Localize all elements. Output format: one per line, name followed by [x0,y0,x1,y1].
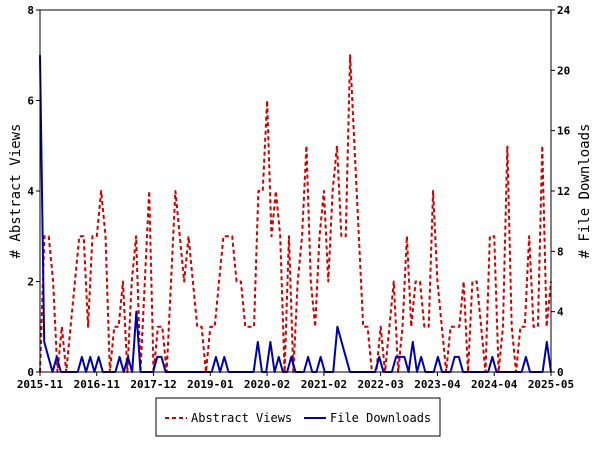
legend-box [155,397,441,437]
y-right-tick-label: 16 [557,125,571,138]
series-line-abstract-views [39,54,552,373]
y-left-axis-title: # Abstract Views [8,124,24,259]
y-right-tick-label: 24 [557,4,571,17]
x-tick-label: 2020-02 [244,378,290,391]
x-tick-label: 2015-11 [17,378,64,391]
legend-label-file-downloads: File Downloads [330,411,431,425]
x-tick-label: 2017-12 [130,378,176,391]
legend-label-abstract-views: Abstract Views [191,411,292,425]
y-left-tick-label: 0 [27,366,34,379]
y-left-tick-label: 8 [27,4,34,17]
x-tick-label: 2021-02 [301,378,347,391]
y-right-tick-label: 4 [557,306,564,319]
y-left-tick-label: 4 [27,185,34,198]
x-tick-label: 2019-01 [187,378,234,391]
x-axis: 2015-11 2016-11 2017-12 2019-01 2020-02 2021-… [17,372,574,391]
left-axis: 0 2 4 6 8 [27,4,40,379]
y-left-tick-label: 6 [27,95,34,108]
x-tick-label: 2023-04 [414,378,461,391]
x-tick-label: 2024-04 [471,378,518,391]
x-tick-label: 2016-11 [74,378,121,391]
y-right-tick-label: 0 [557,366,564,379]
y-right-axis-title: # File Downloads [577,124,593,259]
x-tick-label: 2022-03 [357,378,403,391]
x-tick-label: 2025-05 [528,378,574,391]
y-left-tick-label: 2 [27,276,34,289]
right-axis: 0 4 8 12 16 20 24 [551,4,571,379]
y-right-tick-label: 8 [557,245,564,258]
legend: Abstract Views File Downloads [155,397,441,437]
y-right-tick-label: 20 [557,64,570,77]
y-right-tick-label: 12 [557,185,570,198]
